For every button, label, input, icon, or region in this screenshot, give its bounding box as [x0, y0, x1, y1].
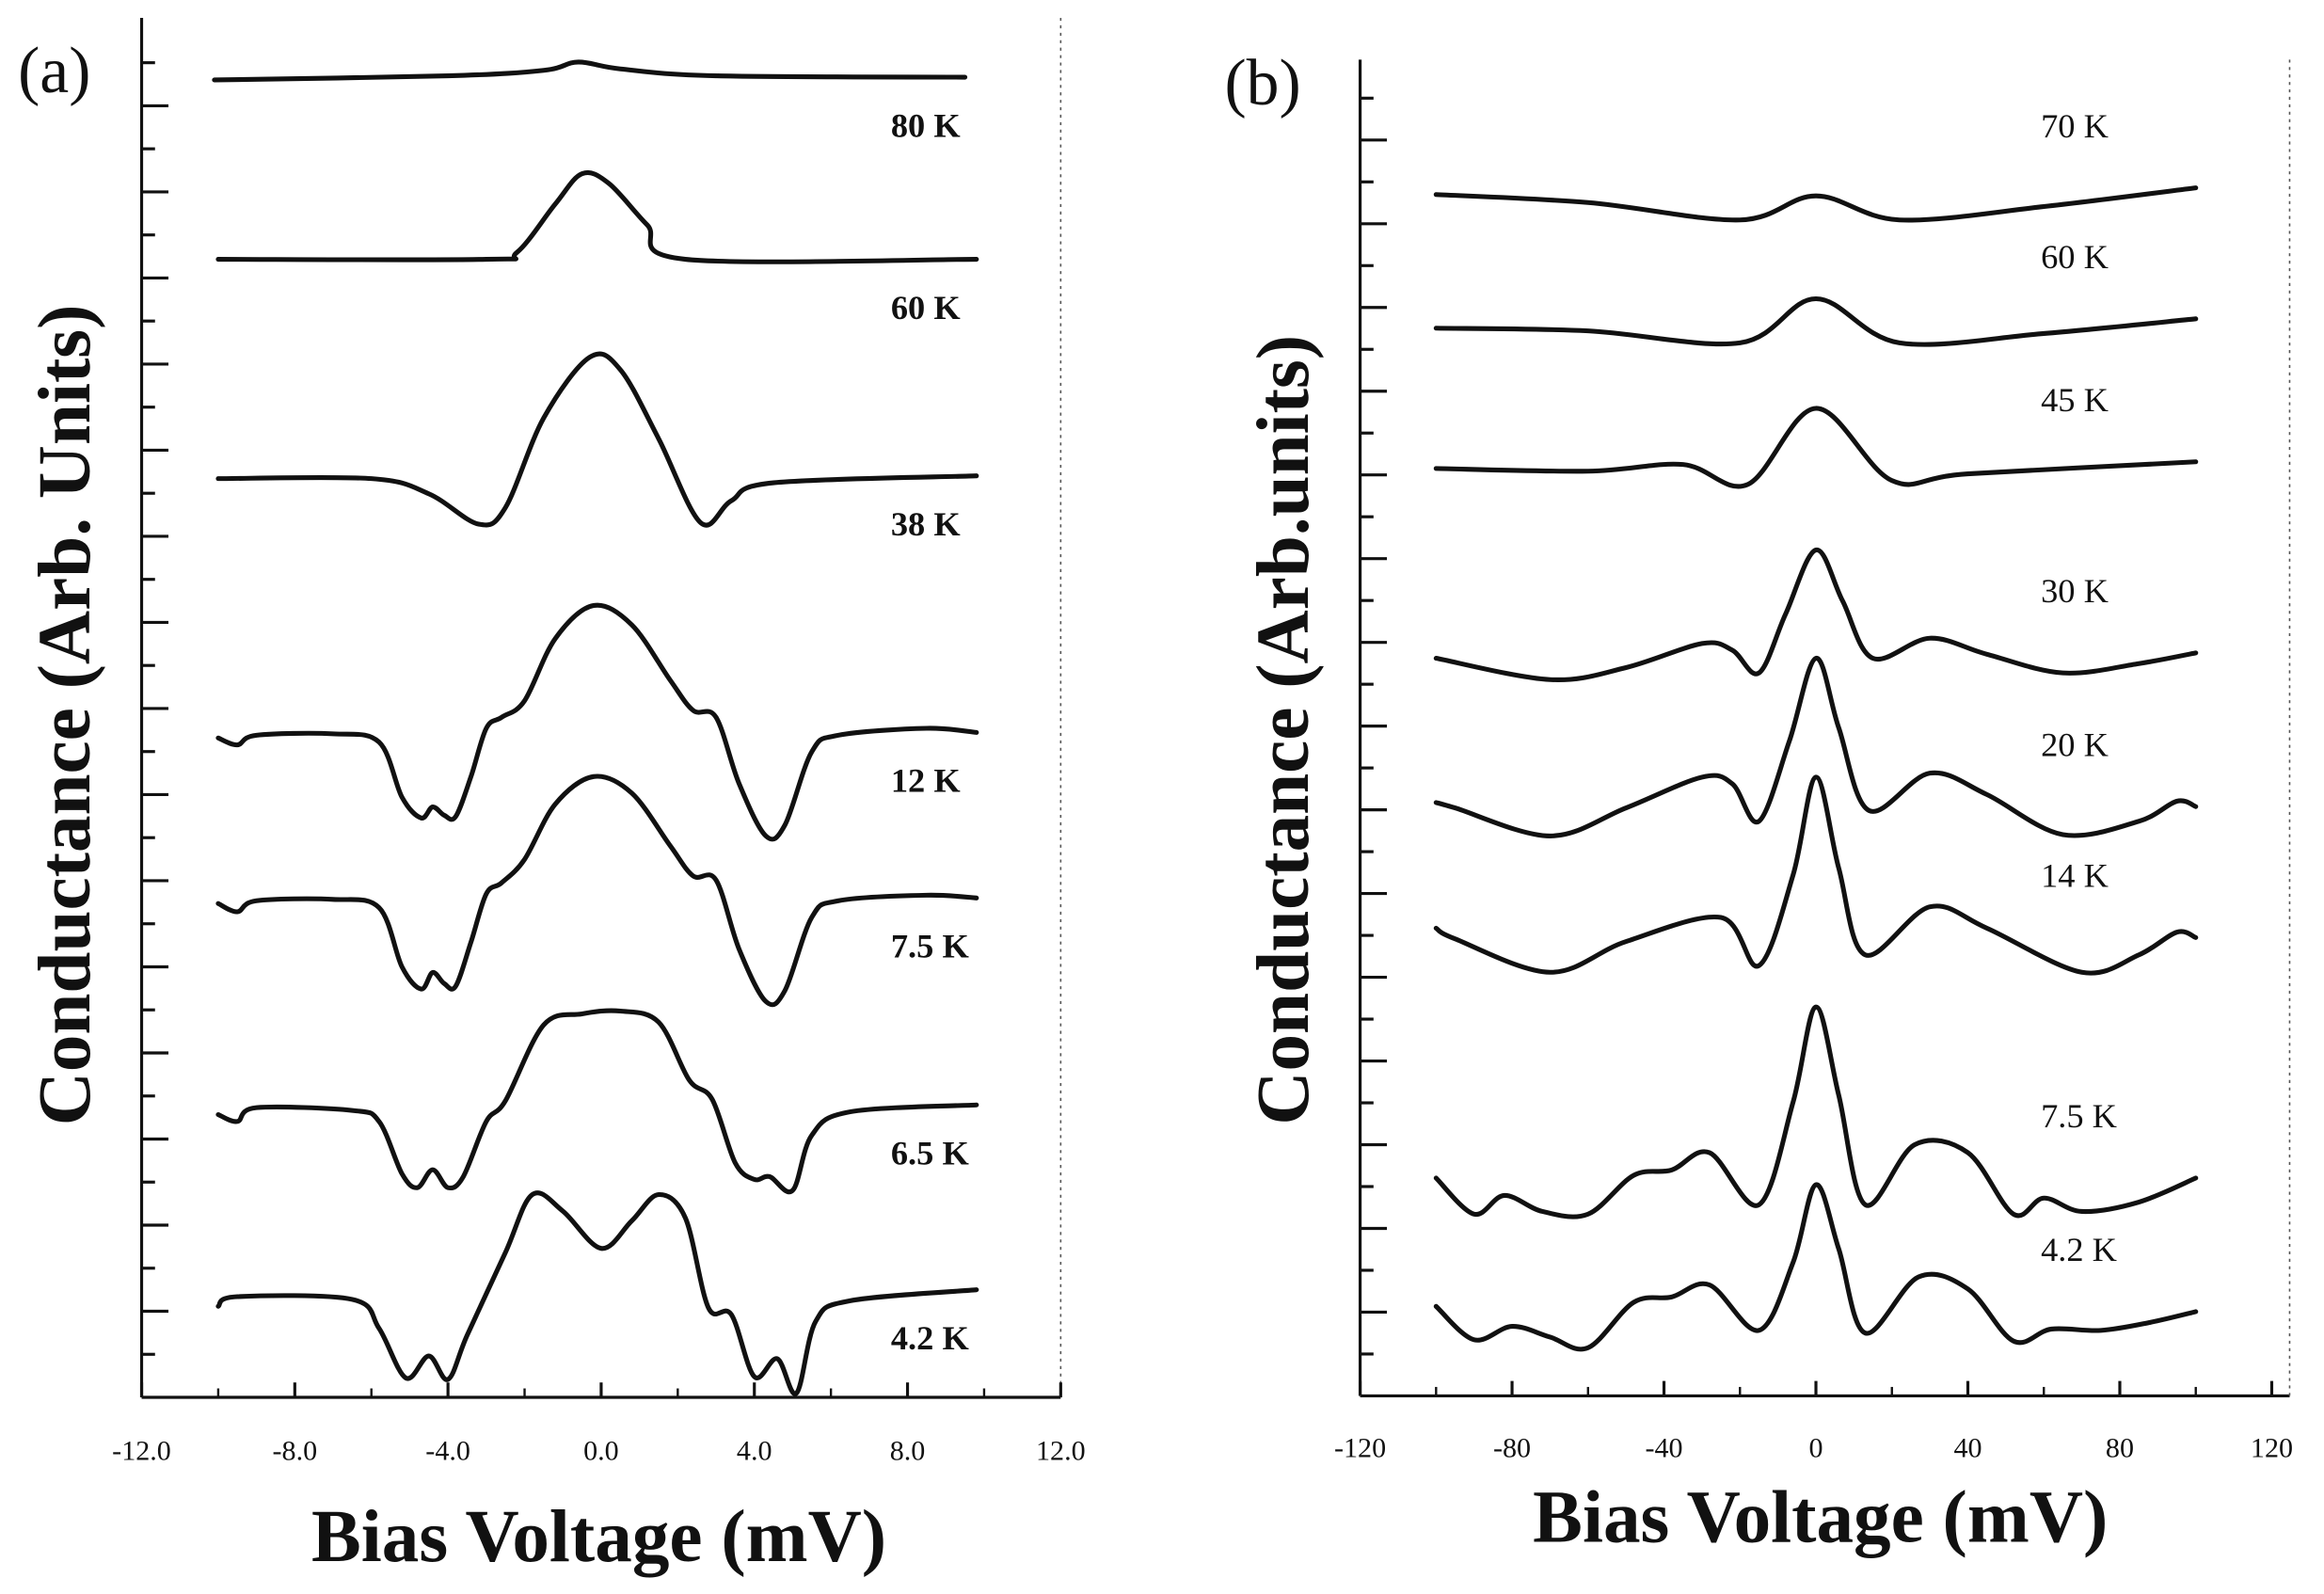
- series-60-k-curve: [215, 169, 979, 264]
- series-7-5-k-curve: [1433, 1004, 2199, 1219]
- x-tick-label: 8.0: [890, 1435, 926, 1467]
- series-14-k-curve: [1433, 774, 2199, 976]
- series-label: 7.5 K: [891, 928, 970, 965]
- x-tick-label: -12.0: [112, 1435, 171, 1467]
- x-tick-label: 12.0: [1036, 1435, 1086, 1467]
- series-label: 38 K: [891, 505, 962, 543]
- x-tick-label: 0: [1808, 1431, 1823, 1463]
- series-20-k-curve: [1433, 656, 2199, 838]
- x-tick-label: 120: [2251, 1431, 2293, 1463]
- panel-a-label: (a): [18, 35, 90, 107]
- series-label: 7.5 K: [2041, 1097, 2117, 1135]
- series-label: 80 K: [891, 106, 962, 144]
- panel-a-x-axis-title: Bias Voltage (mV): [311, 1495, 886, 1578]
- series-label: 4.2 K: [2041, 1231, 2117, 1268]
- x-tick-label: 40: [1953, 1431, 1982, 1463]
- series-label: 70 K: [2041, 107, 2109, 145]
- series-60-k-curve: [1433, 295, 2199, 347]
- x-tick-label: -4.0: [425, 1435, 470, 1467]
- series-label: 60 K: [2041, 238, 2109, 276]
- series-label: 30 K: [2041, 572, 2109, 610]
- series-70-k-curve: [1433, 185, 2199, 223]
- series-12-k-curve: [215, 602, 979, 842]
- series-label: 45 K: [2041, 381, 2109, 419]
- series-38-k-curve: [215, 351, 979, 528]
- series-30-k-curve: [1433, 547, 2199, 683]
- panel-a-y-axis-title: Conductance (Arb. Units): [24, 305, 106, 1126]
- panel-b-y-axis-title: Conductance (Arb.units): [1242, 335, 1325, 1125]
- series-label: 14 K: [2041, 857, 2109, 895]
- panel-b-label: (b): [1224, 47, 1300, 120]
- x-tick-label: 0.0: [583, 1435, 619, 1467]
- series-80-k-curve: [212, 59, 968, 83]
- series-7-5-k-curve: [215, 773, 979, 1008]
- x-tick-label: 4.0: [737, 1435, 772, 1467]
- panel-b: (b) Bias Voltage (mV) Conductance (Arb.u…: [1224, 47, 2293, 1559]
- series-4-2-k-curve: [215, 1190, 979, 1396]
- series-45-k-curve: [1433, 406, 2199, 489]
- panel-a: (a) Bias Voltage (mV) Conductance (Arb. …: [18, 17, 1086, 1578]
- series-4-2-k-curve: [1433, 1182, 2199, 1352]
- x-tick-label: -80: [1493, 1431, 1531, 1463]
- panel-b-x-axis-title: Bias Voltage (mV): [1533, 1476, 2108, 1559]
- x-tick-label: 80: [2106, 1431, 2134, 1463]
- x-tick-label: -40: [1645, 1431, 1682, 1463]
- x-tick-label: -8.0: [273, 1435, 318, 1467]
- series-label: 12 K: [891, 762, 962, 800]
- series-label: 60 K: [891, 289, 962, 327]
- series-label: 6.5 K: [891, 1135, 970, 1172]
- series-label: 20 K: [2041, 725, 2109, 763]
- series-label: 4.2 K: [891, 1319, 970, 1357]
- series-6-5-k-curve: [215, 1008, 979, 1195]
- x-tick-label: -120: [1334, 1431, 1386, 1463]
